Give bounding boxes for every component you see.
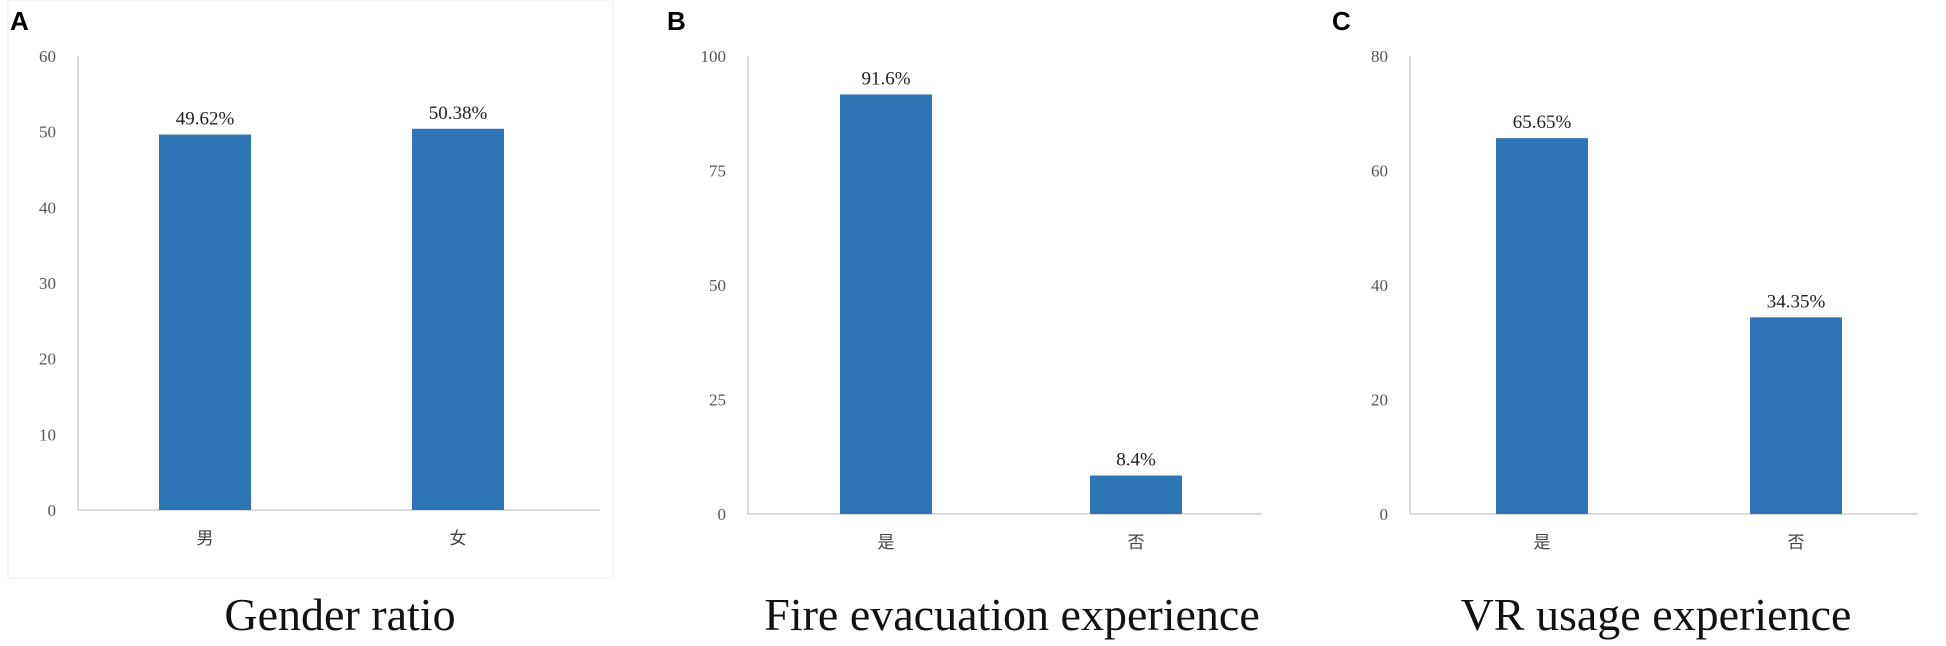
category-label: 男 [197, 529, 214, 549]
data-label: 34.35% [1767, 291, 1826, 312]
data-label: 65.65% [1513, 112, 1572, 133]
panel-letter: A [10, 6, 29, 36]
y-tick-label: 25 [709, 391, 726, 410]
y-tick-label: 40 [39, 198, 56, 217]
data-label: 50.38% [429, 103, 488, 124]
category-label: 女 [450, 529, 467, 549]
y-tick-label: 0 [718, 505, 727, 524]
chart-panel-b: B 0 25 50 75 100 91.6% 是 8.4% 否 Fire evacuation ex… [667, 6, 1262, 640]
y-tick-label: 50 [39, 123, 56, 142]
y-tick-label: 0 [48, 501, 57, 520]
panel-letter: B [667, 6, 686, 36]
y-tick-label: 60 [39, 47, 56, 66]
panel-letter: C [1332, 6, 1351, 36]
bar [840, 94, 932, 515]
category-label: 否 [1788, 533, 1805, 553]
y-tick-label: 100 [701, 47, 727, 66]
data-label: 49.62% [176, 109, 235, 130]
category-label: 否 [1128, 533, 1145, 553]
y-tick-label: 80 [1371, 47, 1388, 66]
chart-caption: Fire evacuation experience [764, 589, 1260, 640]
y-tick-label: 0 [1380, 505, 1389, 524]
bar [159, 134, 251, 511]
bar [1750, 317, 1842, 514]
y-tick-label: 40 [1371, 276, 1388, 295]
y-tick-label: 75 [709, 162, 726, 181]
y-tick-label: 20 [1371, 391, 1388, 410]
panel-frame [7, 0, 614, 579]
category-label: 是 [878, 533, 895, 553]
data-label: 91.6% [861, 68, 910, 89]
bar [1496, 138, 1588, 514]
chart-panel-a: A 0 10 20 30 40 50 60 49.62% 男 50.38% 女 Gender ratio [7, 0, 614, 640]
y-tick-label: 30 [39, 274, 56, 293]
chart-caption: Gender ratio [224, 589, 455, 640]
chart-caption: VR usage experience [1461, 589, 1852, 640]
y-tick-label: 20 [39, 350, 56, 369]
y-tick-label: 60 [1371, 162, 1388, 181]
y-tick-label: 50 [709, 276, 726, 295]
bar [1090, 475, 1182, 514]
data-label: 8.4% [1116, 450, 1156, 471]
y-tick-label: 10 [39, 425, 56, 444]
bar [412, 128, 504, 511]
category-label: 是 [1534, 533, 1551, 553]
chart-panel-c: C 0 20 40 60 80 65.65% 是 34.35% 否 VR usage experie… [1332, 6, 1918, 640]
